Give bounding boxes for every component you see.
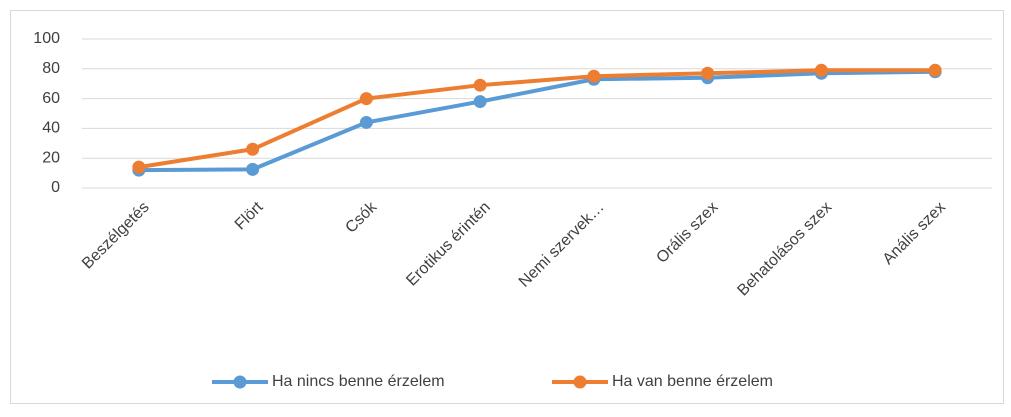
data-point <box>814 63 828 77</box>
data-point <box>246 142 260 156</box>
data-point <box>359 92 373 106</box>
y-tick-label: 100 <box>33 30 60 47</box>
y-tick-label: 40 <box>42 120 60 137</box>
y-tick-label: 20 <box>42 149 60 166</box>
data-point <box>473 95 487 109</box>
legend-label: Ha nincs benne érzelem <box>272 373 445 390</box>
data-point <box>132 160 146 174</box>
data-point <box>359 115 373 129</box>
data-point <box>928 63 942 77</box>
series-line <box>138 68 936 170</box>
data-point <box>587 69 601 83</box>
chart-border <box>10 10 1004 404</box>
y-tick-label: 0 <box>51 179 60 196</box>
y-tick-label: 60 <box>42 90 60 107</box>
legend-marker <box>233 375 247 389</box>
data-point <box>701 66 715 80</box>
legend-label: Ha van benne érzelem <box>612 373 773 390</box>
series-line <box>138 69 936 173</box>
data-point <box>246 162 260 176</box>
y-tick-label: 80 <box>42 60 60 77</box>
legend-marker <box>573 375 587 389</box>
data-point <box>473 78 487 92</box>
